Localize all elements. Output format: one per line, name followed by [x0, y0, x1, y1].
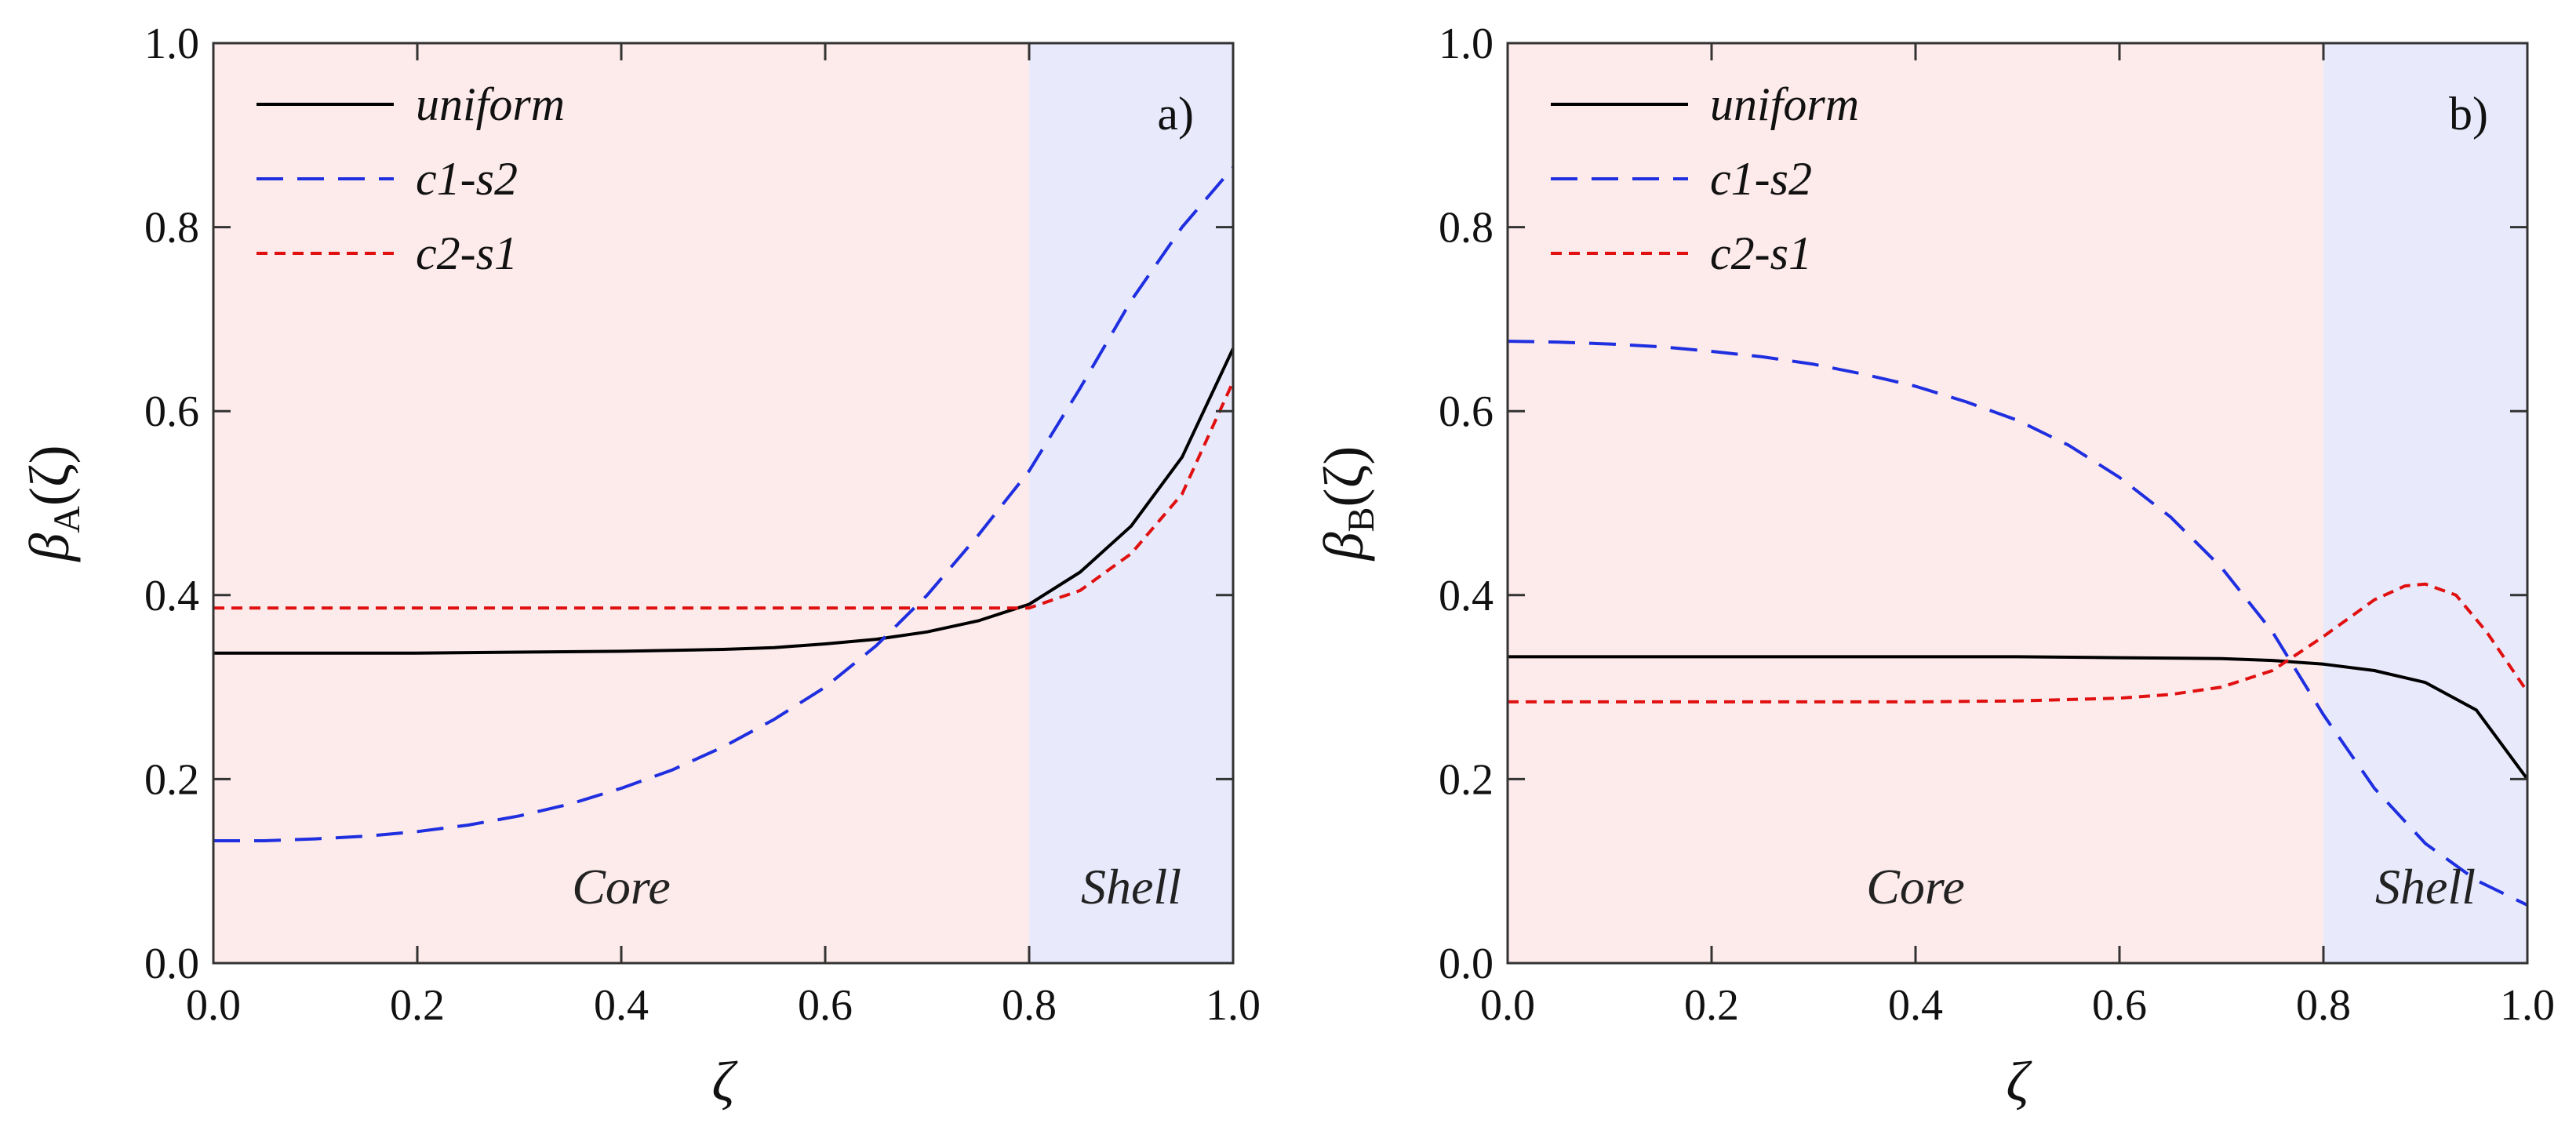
plot-frame — [212, 42, 1235, 965]
series-c2-s1 — [1508, 582, 2529, 704]
core-label: Core — [572, 859, 671, 914]
panel-b: 0.0 0.2 0.4 0.6 0.8 1.0 0.0 0.2 0.4 0.6 0.8 1.0 Cor… — [1312, 20, 2555, 1113]
x-axis-title: ζ — [2006, 1050, 2032, 1113]
x-axis-title: ζ — [711, 1050, 738, 1113]
x-tick-label: 0.2 — [390, 981, 445, 1030]
series-c1-s2 — [1507, 340, 2528, 907]
y-tick-label: 1.0 — [144, 20, 199, 68]
y-axis-symbol: β — [1312, 532, 1375, 562]
x-tick-label: 1.0 — [1206, 981, 1261, 1030]
legend-label-c1-s2: c1-s2 — [416, 153, 518, 205]
x-tick-label: 0.2 — [1684, 981, 1739, 1030]
y-tick-label: 0.4 — [1439, 572, 1494, 620]
legend: uniform c1-s2 c2-s1 — [257, 78, 565, 279]
y-axis-argument: (ζ) — [18, 445, 81, 506]
x-tick-label: 0.4 — [594, 981, 649, 1030]
y-tick-label: 0.8 — [1439, 204, 1494, 253]
series-uniform — [1508, 655, 2529, 780]
y-tick-label: 0.6 — [144, 387, 199, 436]
legend-label-c1-s2: c1-s2 — [1710, 153, 1812, 205]
plot-frame — [1506, 42, 2529, 965]
panel-label: b) — [2449, 88, 2488, 140]
shell-label: Shell — [2375, 859, 2476, 914]
shell-region — [2323, 43, 2527, 963]
x-tick-label: 0.0 — [186, 981, 241, 1030]
legend-label-c2-s1: c2-s1 — [1710, 227, 1812, 279]
core-region — [213, 43, 1029, 963]
y-tick-label: 0.4 — [144, 572, 199, 620]
x-tick-label: 0.0 — [1480, 981, 1535, 1030]
x-tick-label: 0.6 — [798, 981, 853, 1030]
legend-label-uniform: uniform — [1710, 78, 1859, 130]
legend: uniform c1-s2 c2-s1 — [1551, 78, 1859, 279]
y-tick-label: 0.6 — [1439, 387, 1494, 436]
core-label: Core — [1866, 859, 1965, 914]
x-tick-label: 0.6 — [2092, 981, 2147, 1030]
legend-label-uniform: uniform — [416, 78, 565, 130]
x-tick-label: 1.0 — [2500, 981, 2555, 1030]
y-tick-label: 0.0 — [1439, 940, 1494, 988]
shell-label: Shell — [1081, 859, 1181, 914]
y-tick-label: 0.2 — [144, 755, 199, 804]
panel-a: 0.0 0.2 0.4 0.6 0.8 1.0 0.0 0.2 0.4 0.6 0.8 1.0 Cor… — [18, 20, 1261, 1113]
y-axis-subscript: A — [46, 506, 88, 533]
series-uniform — [213, 347, 1235, 655]
x-tick-label: 0.8 — [1002, 981, 1057, 1030]
y-axis-symbol: β — [18, 533, 81, 563]
series-c1-s2 — [213, 166, 1235, 842]
panel-label: a) — [1157, 88, 1194, 140]
y-axis-title: βA(ζ) — [18, 445, 88, 562]
series-c2-s1 — [213, 380, 1235, 610]
y-axis-argument: (ζ) — [1312, 446, 1375, 507]
y-tick-label: 0.0 — [144, 940, 199, 988]
y-axis-title: βB(ζ) — [1312, 446, 1382, 562]
y-tick-label: 1.0 — [1439, 20, 1494, 68]
legend-label-c2-s1: c2-s1 — [416, 227, 518, 279]
y-tick-label: 0.2 — [1439, 755, 1494, 804]
y-tick-label: 0.8 — [144, 204, 199, 253]
x-tick-label: 0.4 — [1888, 981, 1943, 1030]
core-region — [1508, 43, 2323, 963]
shell-region — [1029, 43, 1233, 963]
x-tick-label: 0.8 — [2296, 981, 2351, 1030]
y-axis-subscript: B — [1341, 507, 1382, 532]
